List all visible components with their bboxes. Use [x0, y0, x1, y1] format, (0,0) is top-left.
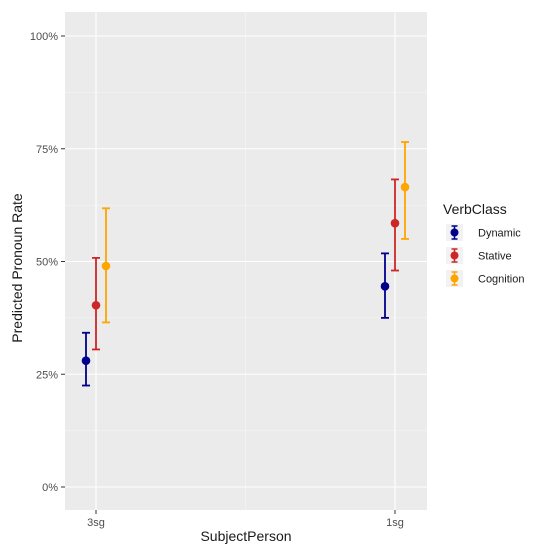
point-cognition	[101, 261, 111, 271]
grid-minor	[65, 12, 427, 510]
point-dynamic	[380, 282, 390, 291]
legend-key-point	[450, 251, 459, 260]
legend-label-dynamic: Dynamic	[478, 228, 521, 240]
point-dynamic	[81, 356, 91, 366]
legend-label-stative: Stative	[478, 251, 512, 263]
y-tick-label: 50%	[36, 257, 58, 269]
x-tick-label: 1sg	[386, 517, 404, 529]
point-stative	[91, 300, 101, 310]
y-tick-label: 75%	[36, 144, 58, 156]
y-axis: 0% 25% 50% 75% 100%	[30, 31, 65, 494]
point-cognition	[400, 182, 410, 192]
points	[81, 182, 410, 366]
x-tick-label: 3sg	[87, 517, 105, 529]
legend: VerbClass Dynamic Stative Cognition	[443, 201, 524, 287]
point-stative	[390, 218, 400, 228]
x-axis-title: SubjectPerson	[200, 528, 291, 544]
legend-label-cognition: Cognition	[478, 274, 524, 286]
x-axis: 3sg 1sg	[87, 510, 404, 529]
legend-key-point	[450, 228, 459, 237]
y-axis-title: Predicted Pronoun Rate	[9, 193, 25, 343]
legend-title: VerbClass	[443, 201, 507, 217]
y-tick-label: 100%	[30, 31, 58, 43]
y-tick-label: 25%	[36, 369, 58, 381]
legend-key-point	[450, 274, 459, 283]
y-tick-label: 0%	[42, 482, 58, 494]
